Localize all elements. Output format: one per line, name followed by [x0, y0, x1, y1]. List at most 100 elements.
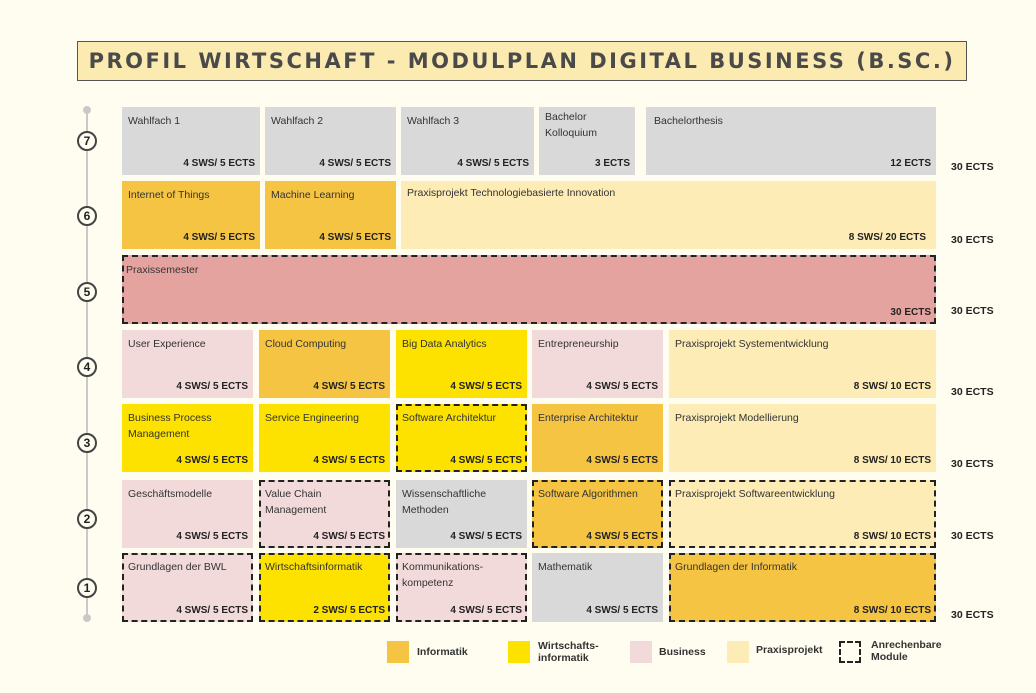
module-praxisprojekt-systementwicklung[interactable]: Praxisprojekt Systementwicklung 8 SWS/ 1… — [669, 330, 936, 398]
module-name: Bachelorthesis — [654, 115, 723, 127]
module-name: Praxissemester — [126, 264, 199, 276]
legend-swatch-business — [630, 641, 652, 663]
semester-2-marker: 2 — [77, 509, 97, 529]
module-name: Praxisprojekt Systementwicklung — [675, 338, 829, 350]
module-name: User Experience — [128, 338, 206, 350]
module-kommunikationskompetenz[interactable]: Kommunikations-kompetenz 4 SWS/ 5 ECTS — [396, 553, 527, 622]
module-name: Wahlfach 1 — [128, 115, 181, 127]
module-credit: 4 SWS/ 5 ECTS — [586, 605, 658, 616]
module-grundlagen-bwl[interactable]: Grundlagen der BWL 4 SWS/ 5 ECTS — [122, 553, 253, 622]
legend-swatch-wirtschaftsinformatik — [508, 641, 530, 663]
module-name: Geschäftsmodelle — [128, 488, 213, 500]
legend-label-praxisprojekt: Praxisprojekt — [756, 644, 823, 656]
module-name: Kommunikations-kompetenz — [402, 561, 484, 589]
module-credit: 8 SWS/ 10 ECTS — [853, 531, 931, 542]
module-name: Big Data Analytics — [402, 338, 487, 350]
module-credit: 4 SWS/ 5 ECTS — [176, 531, 248, 542]
module-praxisprojekt-modellierung[interactable]: Praxisprojekt Modellierung 8 SWS/ 10 ECT… — [669, 404, 936, 472]
module-name: Praxisprojekt Modellierung — [675, 412, 799, 424]
module-geschaeftsmodelle[interactable]: Geschäftsmodelle 4 SWS/ 5 ECTS — [122, 480, 253, 548]
legend-label-wirtschaftsinformatik: Wirtschafts-informatik — [538, 640, 599, 664]
module-credit: 4 SWS/ 5 ECTS — [319, 158, 391, 169]
semester-3-ects: 30 ECTS — [951, 458, 994, 470]
module-value-chain-management[interactable]: Value Chain Management 4 SWS/ 5 ECTS — [259, 480, 390, 548]
module-name: Mathematik — [538, 561, 593, 573]
module-credit: 4 SWS/ 5 ECTS — [457, 158, 529, 169]
module-credit: 3 ECTS — [594, 158, 630, 169]
module-name: Software Architektur — [402, 412, 496, 424]
legend-label-business: Business — [659, 646, 706, 658]
title-banner: PROFIL WIRTSCHAFT - MODULPLAN DIGITAL BU… — [77, 41, 967, 81]
module-name: Praxisprojekt Softwareentwicklung — [675, 488, 835, 500]
legend-label-anrechenbar: Anrechenbare Module — [871, 639, 942, 663]
module-credit: 8 SWS/ 10 ECTS — [853, 455, 931, 466]
module-credit: 4 SWS/ 5 ECTS — [313, 455, 385, 466]
legend-label-informatik: Informatik — [417, 646, 468, 658]
module-credit: 4 SWS/ 5 ECTS — [183, 232, 255, 243]
module-name: Value Chain Management — [265, 488, 327, 516]
module-cloud-computing[interactable]: Cloud Computing 4 SWS/ 5 ECTS — [259, 330, 390, 398]
module-credit: 4 SWS/ 5 ECTS — [586, 531, 658, 542]
module-praxisprojekt-innovation[interactable]: Praxisprojekt Technologiebasierte Innova… — [401, 181, 936, 249]
module-enterprise-architektur[interactable]: Enterprise Architektur 4 SWS/ 5 ECTS — [532, 404, 663, 472]
module-credit: 8 SWS/ 10 ECTS — [853, 605, 931, 616]
semester-4-ects: 30 ECTS — [951, 386, 994, 398]
module-name: Grundlagen der BWL — [128, 561, 227, 573]
module-credit: 4 SWS/ 5 ECTS — [313, 381, 385, 392]
semester-7-marker: 7 — [77, 131, 97, 151]
module-wahlfach-1[interactable]: Wahlfach 1 4 SWS/ 5 ECTS — [122, 107, 260, 175]
module-service-engineering[interactable]: Service Engineering 4 SWS/ 5 ECTS — [259, 404, 390, 472]
module-bachelor-kolloquium[interactable]: Bachelor Kolloquium 3 ECTS — [539, 107, 635, 175]
module-praxissemester[interactable]: Praxissemester 30 ECTS — [122, 255, 936, 324]
module-name: Internet of Things — [128, 189, 210, 201]
module-name: Wissenschaftliche Methoden — [402, 488, 487, 516]
module-entrepreneurship[interactable]: Entrepreneurship 4 SWS/ 5 ECTS — [532, 330, 663, 398]
semester-2-ects: 30 ECTS — [951, 530, 994, 542]
module-software-algorithmen[interactable]: Software Algorithmen 4 SWS/ 5 ECTS — [532, 480, 663, 548]
module-wissenschaftliche-methoden[interactable]: Wissenschaftliche Methoden 4 SWS/ 5 ECTS — [396, 480, 527, 548]
module-credit: 4 SWS/ 5 ECTS — [586, 455, 658, 466]
module-wahlfach-3[interactable]: Wahlfach 3 4 SWS/ 5 ECTS — [401, 107, 534, 175]
module-credit: 4 SWS/ 5 ECTS — [176, 381, 248, 392]
module-grundlagen-informatik[interactable]: Grundlagen der Informatik 8 SWS/ 10 ECTS — [669, 553, 936, 622]
legend-swatch-praxisprojekt — [727, 641, 749, 663]
module-name: Wahlfach 3 — [407, 115, 460, 127]
module-name: Wirtschaftsinformatik — [265, 561, 363, 573]
semester-1-marker: 1 — [77, 578, 97, 598]
module-credit: 4 SWS/ 5 ECTS — [176, 455, 248, 466]
semester-6-ects: 30 ECTS — [951, 234, 994, 246]
module-business-process-management[interactable]: Business Process Management 4 SWS/ 5 ECT… — [122, 404, 253, 472]
semester-5-marker: 5 — [77, 282, 97, 302]
semester-5-ects: 30 ECTS — [951, 305, 994, 317]
module-machine-learning[interactable]: Machine Learning 4 SWS/ 5 ECTS — [265, 181, 396, 249]
legend-swatch-informatik — [387, 641, 409, 663]
semester-1-ects: 30 ECTS — [951, 609, 994, 621]
semester-7-ects: 30 ECTS — [951, 161, 994, 173]
module-praxisprojekt-softwareentwicklung[interactable]: Praxisprojekt Softwareentwicklung 8 SWS/… — [669, 480, 936, 548]
module-credit: 8 SWS/ 20 ECTS — [848, 232, 926, 243]
page-title: PROFIL WIRTSCHAFT - MODULPLAN DIGITAL BU… — [88, 49, 956, 73]
module-credit: 4 SWS/ 5 ECTS — [183, 158, 255, 169]
module-name: Wahlfach 2 — [271, 115, 324, 127]
module-user-experience[interactable]: User Experience 4 SWS/ 5 ECTS — [122, 330, 253, 398]
module-name: Bachelor Kolloquium — [545, 111, 597, 139]
module-wahlfach-2[interactable]: Wahlfach 2 4 SWS/ 5 ECTS — [265, 107, 396, 175]
module-credit: 2 SWS/ 5 ECTS — [313, 605, 385, 616]
module-credit: 4 SWS/ 5 ECTS — [313, 531, 385, 542]
axis-end-dot — [83, 106, 91, 114]
module-big-data-analytics[interactable]: Big Data Analytics 4 SWS/ 5 ECTS — [396, 330, 527, 398]
module-name: Business Process Management — [128, 412, 212, 440]
semester-4-marker: 4 — [77, 357, 97, 377]
module-credit: 4 SWS/ 5 ECTS — [319, 232, 391, 243]
axis-end-dot — [83, 614, 91, 622]
module-wirtschaftsinformatik[interactable]: Wirtschaftsinformatik 2 SWS/ 5 ECTS — [259, 553, 390, 622]
module-name: Cloud Computing — [265, 338, 347, 350]
module-internet-of-things[interactable]: Internet of Things 4 SWS/ 5 ECTS — [122, 181, 260, 249]
module-name: Praxisprojekt Technologiebasierte Innova… — [407, 187, 616, 199]
module-bachelorthesis[interactable]: Bachelorthesis 12 ECTS — [646, 107, 936, 175]
module-mathematik[interactable]: Mathematik 4 SWS/ 5 ECTS — [532, 553, 663, 622]
semester-3-marker: 3 — [77, 433, 97, 453]
module-software-architektur[interactable]: Software Architektur 4 SWS/ 5 ECTS — [396, 404, 527, 472]
module-name: Software Algorithmen — [538, 488, 638, 500]
module-credit: 4 SWS/ 5 ECTS — [450, 605, 522, 616]
